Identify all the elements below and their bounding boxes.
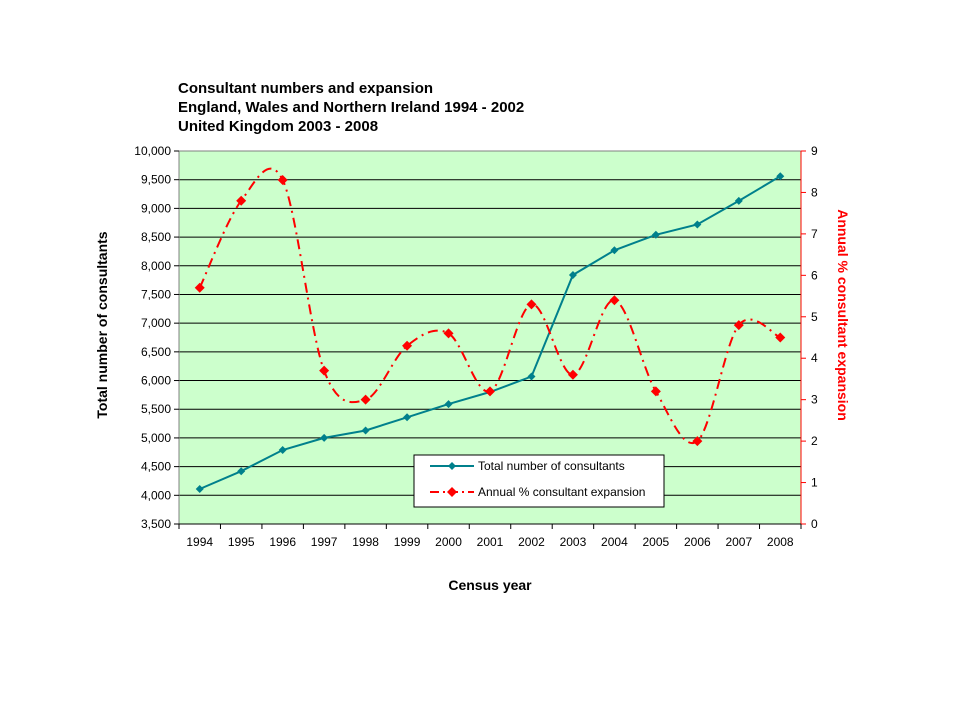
legend-marker-consultants: [448, 462, 456, 470]
y-tick-label: 3,500: [141, 517, 171, 531]
x-tick-label: 2005: [643, 535, 670, 549]
y2-tick-label: 4: [811, 351, 818, 365]
axes: [178, 151, 802, 525]
y-tick-label: 6,500: [141, 345, 171, 359]
data-point: [693, 220, 702, 229]
data-point: [236, 195, 247, 206]
y-tick-label: 4,500: [141, 460, 171, 474]
legend-marker-expansion: [447, 487, 457, 497]
data-point: [610, 246, 619, 255]
y-axis-title: Total number of consultants: [94, 231, 110, 418]
data-point: [568, 270, 577, 279]
data-point: [402, 340, 413, 351]
legend-box: [413, 454, 665, 508]
data-point: [651, 230, 660, 239]
y2-tick-label: 5: [811, 310, 818, 324]
data-point: [403, 413, 412, 422]
data-point: [444, 400, 453, 409]
y-tick-label: 6,000: [141, 374, 171, 388]
x-tick-label: 2000: [435, 535, 462, 549]
y2-axis-title: Annual % consultant expansion: [835, 209, 851, 421]
data-point: [567, 369, 578, 380]
x-tick-label: 1994: [186, 535, 213, 549]
chart-title-line-3: United Kingdom 2003 - 2008: [178, 118, 378, 135]
data-point: [194, 282, 205, 293]
x-tick-label: 2008: [767, 535, 794, 549]
y-tick-label: 5,500: [141, 402, 171, 416]
data-point: [733, 320, 744, 331]
data-point: [277, 175, 288, 186]
data-point: [360, 394, 371, 405]
y2-tick-label: 8: [811, 185, 818, 199]
gridlines: [179, 179, 801, 496]
data-point: [361, 426, 370, 435]
legend-label-consultants: Total number of consultants: [478, 459, 625, 473]
x-tick-label: 1995: [228, 535, 255, 549]
x-tick-label: 1999: [394, 535, 421, 549]
x-tick-label: 1996: [269, 535, 296, 549]
y-tick-label: 9,000: [141, 201, 171, 215]
x-tick-label: 2002: [518, 535, 545, 549]
data-point: [320, 433, 329, 442]
data-point: [734, 196, 743, 205]
y-tick-label: 7,000: [141, 316, 171, 330]
data-point: [278, 445, 287, 454]
chart-title: Consultant numbers and expansion England…: [178, 80, 524, 135]
x-tick-label: 1998: [352, 535, 379, 549]
series-layer: [194, 167, 786, 493]
y2-tick-label: 0: [811, 517, 818, 531]
y-tick-label: 5,000: [141, 431, 171, 445]
x-tick-label: 2001: [477, 535, 504, 549]
y2-tick-label: 2: [811, 434, 818, 448]
data-point: [692, 436, 703, 447]
x-tick-label: 2004: [601, 535, 628, 549]
series-2: [194, 167, 786, 447]
data-point: [526, 299, 537, 310]
y-tick-label: 8,500: [141, 230, 171, 244]
y-tick-label: 4,000: [141, 488, 171, 502]
chart-title-line-1: Consultant numbers and expansion: [178, 80, 433, 97]
data-point: [485, 386, 495, 397]
x-axis-ticks: 1994 1995 1996 1997 1998 1999 2000 2001 2002 2003…: [178, 524, 802, 549]
x-axis-title: Census year: [448, 577, 532, 593]
data-point: [319, 365, 330, 376]
data-point: [237, 467, 246, 476]
left-axis-ticks: 3,500 4,000 4,500 5,000 5,500 6,000 6,500 7,000…: [134, 144, 179, 531]
right-axis-ticks: 0 1 2 3 4 5 6 7 8 9: [801, 144, 818, 531]
y-tick-label: 9,500: [141, 173, 171, 187]
y2-tick-label: 1: [811, 476, 818, 490]
legend-label-expansion: Annual % consultant expansion: [478, 485, 645, 499]
y-tick-label: 7,500: [141, 287, 171, 301]
y2-tick-label: 6: [811, 268, 818, 282]
x-tick-label: 2006: [684, 535, 711, 549]
chart-title-line-2: England, Wales and Northern Ireland 1994…: [178, 99, 524, 116]
legend: Total number of consultants Annual % con…: [413, 454, 665, 508]
data-point: [443, 328, 454, 339]
data-point: [609, 295, 620, 306]
x-tick-label: 2003: [560, 535, 587, 549]
y2-tick-label: 3: [811, 393, 818, 407]
x-tick-label: 1997: [311, 535, 338, 549]
data-point: [650, 386, 661, 397]
data-point: [527, 372, 536, 381]
y-tick-label: 10,000: [134, 144, 171, 158]
data-point: [775, 332, 786, 343]
x-tick-label: 2007: [725, 535, 752, 549]
y2-tick-label: 7: [811, 227, 818, 241]
data-point: [776, 172, 785, 181]
y-tick-label: 8,000: [141, 259, 171, 273]
y2-tick-label: 9: [811, 144, 818, 158]
data-point: [195, 484, 204, 493]
